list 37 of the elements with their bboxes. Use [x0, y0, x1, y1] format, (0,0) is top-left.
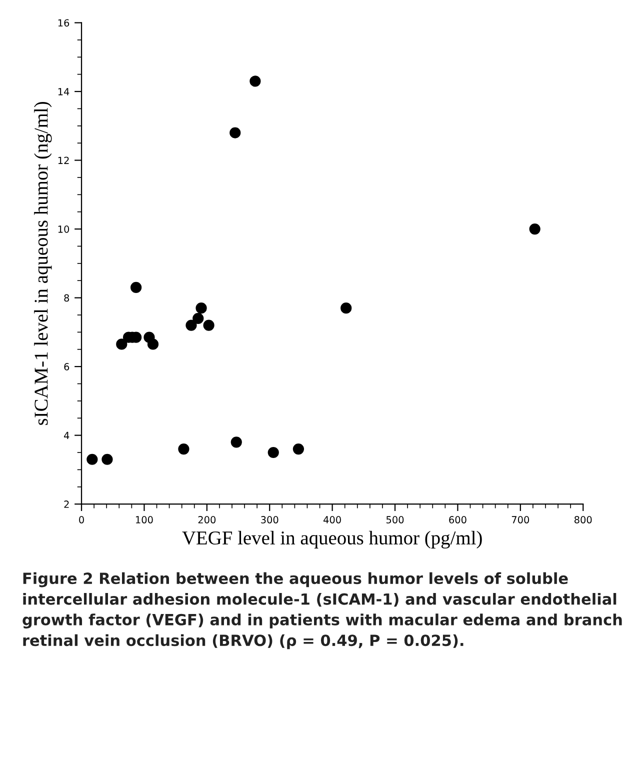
x-tick-label: 700 — [512, 516, 530, 524]
point — [102, 454, 113, 465]
point — [230, 127, 241, 138]
y-tick-label: 12 — [58, 156, 69, 164]
y-tick-label: 2 — [64, 500, 69, 508]
point — [86, 454, 98, 465]
point — [196, 302, 207, 314]
point — [178, 444, 190, 455]
y-tick-label: 4 — [64, 432, 70, 439]
x-tick-label: 400 — [324, 516, 341, 524]
point — [230, 436, 242, 448]
point — [268, 446, 279, 458]
x-tick-label: 0 — [79, 516, 84, 524]
x-tick-label: 100 — [136, 516, 153, 524]
y-tick-label: 14 — [58, 88, 70, 96]
x-tick-label: 300 — [261, 516, 278, 524]
point — [203, 320, 214, 331]
x-tick-label: 600 — [449, 516, 466, 524]
y-tick-label: 16 — [58, 19, 70, 27]
x-tick-label: 200 — [198, 516, 216, 524]
y-axis-title: sICAM-1 level in aqueous humor (ng/ml) — [34, 102, 52, 425]
point — [292, 444, 304, 455]
x-axis-title: VEGF level in aqueous humor (pg/ml) — [182, 530, 482, 549]
x-tick-label: 500 — [386, 516, 404, 524]
point — [186, 320, 197, 331]
point — [340, 302, 352, 314]
y-tick-label: 10 — [58, 226, 70, 233]
point — [116, 338, 128, 350]
y-tick-label: 6 — [64, 363, 70, 370]
y-tick-label: 8 — [64, 294, 70, 302]
point — [192, 312, 204, 324]
caption: Figure 2 Relation between the aqueous humor levels of soluble intercellular adhesion molecule-1 (sICAM-1) and vascular endothelial growth factor (VEGF) and in patients with macular edema and branch retinal vein occlusion (BRVO) (ρ = 0.49, P = 0.025). — [22, 572, 622, 650]
point — [250, 76, 261, 87]
point — [130, 282, 142, 294]
x-tick-label: 800 — [574, 516, 592, 524]
point — [147, 338, 159, 350]
point — [529, 223, 540, 235]
